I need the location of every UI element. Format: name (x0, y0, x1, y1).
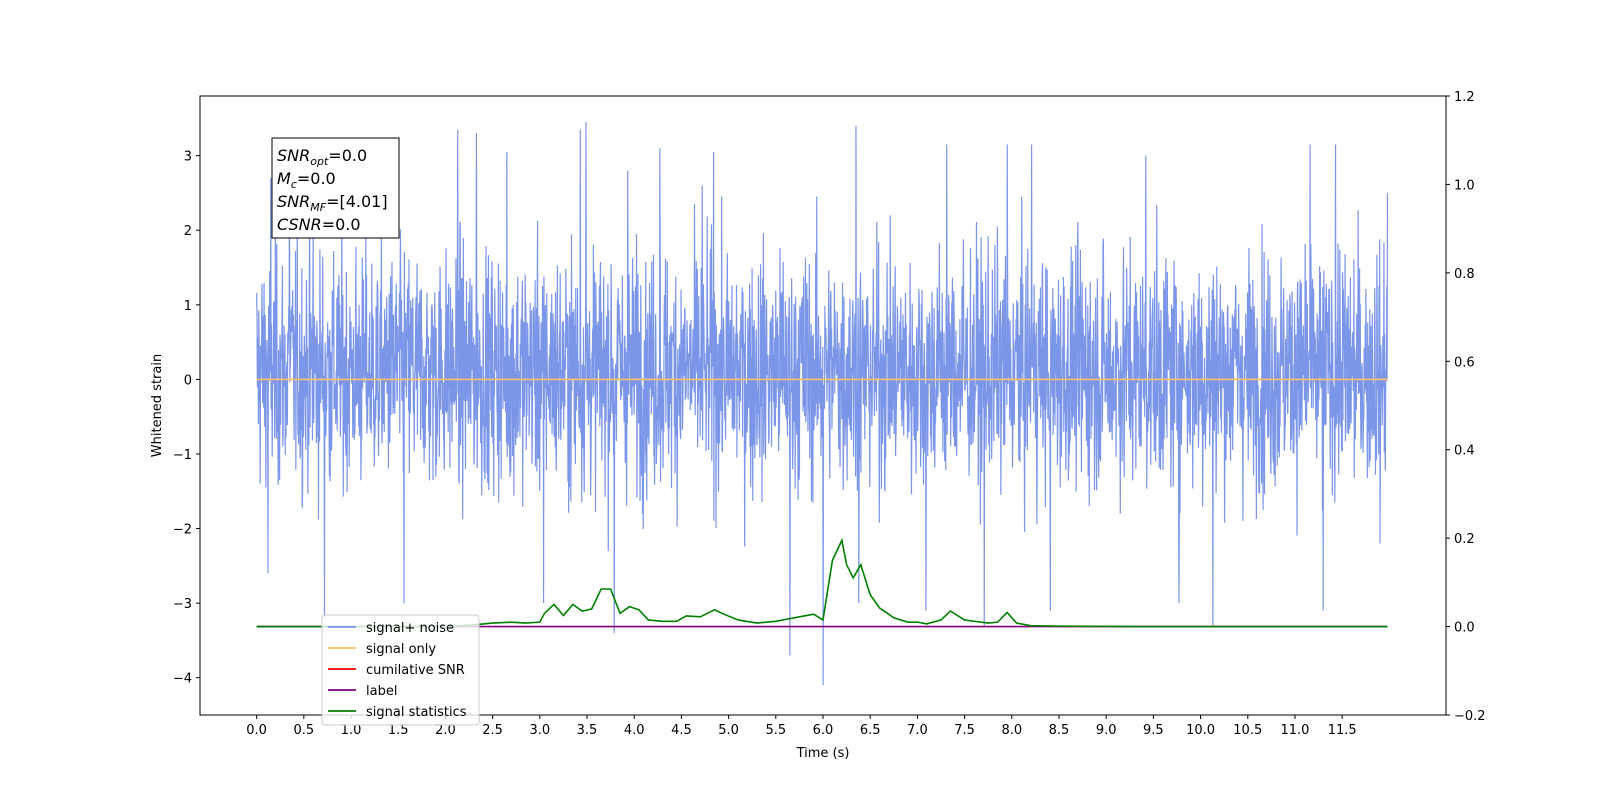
x-tick-label: 10.5 (1233, 723, 1262, 738)
annotation-line: Mc=0.0 (277, 169, 336, 191)
annotation-line: SNRMF=[4.01] (277, 192, 388, 214)
x-axis-label: Time (s) (796, 746, 850, 761)
y2-tick-label: 1.0 (1454, 178, 1475, 193)
y-axis-label: Whitened strain (150, 354, 165, 457)
legend-entry: label (366, 684, 397, 699)
y2-tick-label: 0.2 (1454, 532, 1475, 547)
x-tick-label: 10.0 (1186, 723, 1215, 738)
x-tick-label: 1.0 (341, 723, 362, 738)
y2-tick-label: 0.0 (1454, 621, 1475, 636)
x-tick-label: 4.5 (671, 723, 692, 738)
series-signal-noise (256, 122, 1389, 686)
legend-entry: signal only (366, 642, 436, 657)
x-tick-label: 6.5 (860, 723, 881, 738)
y-tick-label: −1 (173, 448, 192, 463)
x-tick-label: 8.0 (1001, 723, 1022, 738)
y-tick-label: 3 (184, 150, 192, 165)
x-tick-label: 0.0 (246, 723, 267, 738)
x-tick-label: 5.0 (718, 723, 739, 738)
x-tick-label: 2.0 (435, 723, 456, 738)
legend-frame (321, 614, 480, 726)
y2-tick-label: 0.8 (1454, 267, 1475, 282)
annotation-frame (271, 137, 400, 239)
x-tick-label: 0.5 (293, 723, 314, 738)
x-tick-label: 6.0 (813, 723, 834, 738)
x-tick-label: 2.5 (482, 723, 503, 738)
x-tick-label: 3.5 (577, 723, 598, 738)
x-tick-label: 11.5 (1328, 723, 1357, 738)
y2-tick-label: −0.2 (1454, 709, 1486, 724)
legend: signal+ noise signal only cumilative SNR la… (321, 614, 480, 726)
annotation-line: CSNR=0.0 (277, 215, 361, 234)
x-tick-label: 3.0 (529, 723, 550, 738)
x-tick-label: 8.5 (1049, 723, 1070, 738)
legend-entry: signal statistics (366, 705, 467, 720)
series-layer (256, 122, 1389, 686)
legend-entry: signal+ noise (366, 621, 454, 636)
x-tick-label: 1.5 (388, 723, 409, 738)
y2-tick-label: 0.4 (1454, 444, 1475, 459)
y2-tick-label: 1.2 (1454, 90, 1475, 105)
x-tick-label: 11.0 (1280, 723, 1309, 738)
y2-tick-label: 0.6 (1454, 355, 1475, 370)
y-tick-label: 2 (184, 224, 192, 239)
y-tick-label: −2 (173, 523, 192, 538)
legend-entry: cumilative SNR (366, 663, 465, 678)
axes-layer: 0.0 0.5 1.0 1.5 2.0 2.5 3.0 3.5 4.0 4.5 5.0 5.5 6.0 6… (173, 90, 1486, 738)
y-tick-label: −4 (173, 672, 192, 687)
y-tick-label: −3 (173, 597, 192, 612)
x-tick-label: 7.0 (907, 723, 928, 738)
y-tick-label: 0 (184, 373, 192, 388)
series-signal-statistics (256, 537, 1388, 628)
annotation-line: SNRopt=0.0 (277, 146, 367, 168)
y-tick-label: 1 (184, 299, 192, 314)
x-tick-label: 9.5 (1143, 723, 1164, 738)
x-tick-label: 9.0 (1096, 723, 1117, 738)
x-tick-label: 4.0 (624, 723, 645, 738)
x-tick-label: 5.5 (765, 723, 786, 738)
x-tick-label: 7.5 (954, 723, 975, 738)
